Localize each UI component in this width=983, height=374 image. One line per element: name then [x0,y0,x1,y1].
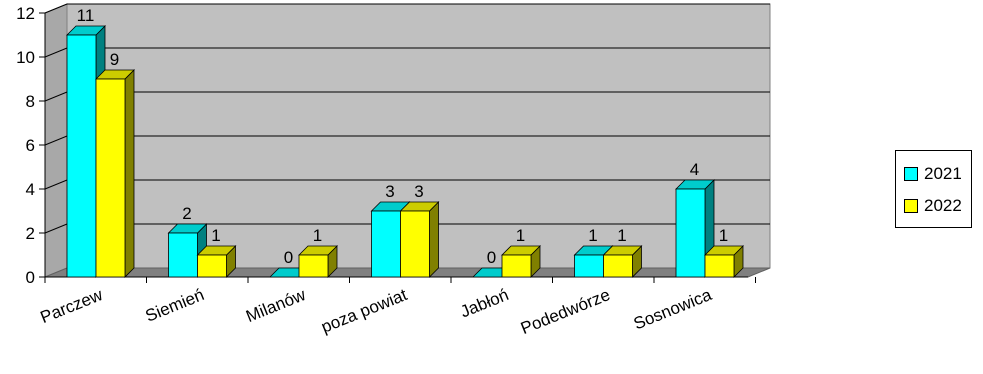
data-label: 3 [385,182,394,201]
bar-front [574,254,604,278]
bar-front [197,254,227,278]
gridline [44,3,770,14]
data-label: 1 [719,226,728,245]
data-label: 9 [110,50,119,69]
bar [501,245,541,278]
x-category-label: Parczew [38,285,106,327]
bars [66,25,744,278]
data-label: 2 [182,204,191,223]
data-label: 0 [284,248,293,267]
x-axis: Parczew Siemień Milanów poza powiat Jabłoń Po… [38,276,756,338]
bar-side [429,201,439,278]
y-tick-label: 12 [16,4,35,23]
bar-front [704,254,735,278]
bar-front [400,210,430,278]
y-tick-label: 6 [26,136,35,155]
legend-swatch-series-2 [904,199,918,213]
x-category-label: Siemień [143,285,207,326]
legend-label-series-1: 2021 [924,164,962,183]
y-axis: 0 2 4 6 8 10 12 [16,4,46,287]
data-label: 1 [313,226,322,245]
data-label: 1 [617,226,626,245]
data-label: 1 [211,226,220,245]
bar-front [95,78,126,278]
data-label: 1 [588,226,597,245]
y-tick-label: 4 [26,180,35,199]
bar [399,201,440,278]
bar [704,245,744,278]
x-category-label: Jabłoń [458,285,512,321]
bar [95,69,135,278]
bar-front [675,188,706,278]
legend: 2021 2022 [895,150,972,228]
legend-swatch-series-1 [904,167,918,181]
bar [298,245,338,278]
legend-item-series-2: 2022 [904,195,962,217]
bar-front [168,232,198,278]
bar-front [603,254,633,278]
x-category-label: Podedwórze [518,285,613,338]
bar [196,245,237,278]
x-category-label: Sosnowica [631,285,715,334]
legend-item-series-1: 2021 [904,163,962,185]
legend-label-series-2: 2022 [924,196,962,215]
bar-front [501,254,532,278]
data-label: 3 [414,182,423,201]
y-tick-label: 2 [26,224,35,243]
x-category-label: Milanów [243,285,309,326]
data-label: 4 [690,160,699,179]
y-tick-label: 0 [26,268,35,287]
y-tick-label: 10 [16,48,35,67]
x-category-label: poza powiat [319,285,410,337]
bar-front [66,34,97,278]
bar-front [298,254,329,278]
y-tick-label: 8 [26,92,35,111]
bar-side [124,69,135,278]
data-label: 1 [516,226,525,245]
data-label: 0 [487,248,496,267]
bar-front [371,210,401,278]
data-label: 11 [77,6,95,25]
bar [602,245,643,278]
